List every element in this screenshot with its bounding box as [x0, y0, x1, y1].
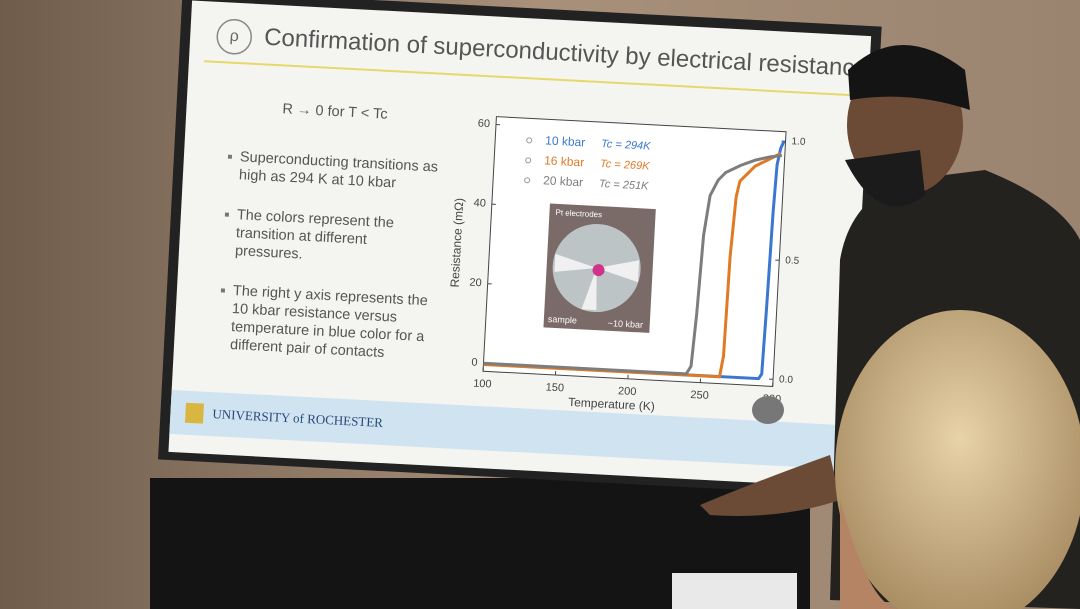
y2-tick-label: 0.0: [779, 374, 794, 386]
x-tick-label: 150: [545, 381, 564, 394]
bullet-dot: [227, 154, 233, 159]
footer-band: [169, 389, 851, 470]
title-rule: [203, 60, 869, 98]
legend-tc: Tc = 269K: [600, 158, 651, 173]
audience-face: [840, 500, 900, 609]
legend-tc: Tc = 251K: [599, 178, 650, 193]
y-tick-label: 40: [473, 197, 486, 210]
audience-head: [835, 310, 1080, 609]
series-line: [483, 154, 783, 376]
y-tick-label: 20: [469, 277, 482, 290]
legend-label: 10 kbar: [545, 133, 586, 149]
legend-label: 16 kbar: [544, 153, 585, 169]
legend-label: 20 kbar: [543, 173, 584, 189]
inset-label: Pt electrodes: [555, 208, 602, 219]
presenter-beard: [845, 150, 925, 207]
bullet-dot: [220, 288, 226, 293]
logo-circle: [216, 19, 252, 55]
presenter-hand: [700, 455, 840, 516]
microphone: [752, 396, 784, 424]
y2-tick-label: 1.0: [791, 136, 806, 148]
x-tick-label: 100: [473, 378, 492, 391]
footer-crest: [184, 402, 205, 424]
legend-marker: [524, 177, 531, 184]
legend-marker: [526, 137, 533, 144]
legend-marker: [525, 157, 532, 164]
logo: ρ: [229, 28, 239, 45]
y2-tick-label: 0.5: [785, 255, 800, 267]
presenter-hair: [848, 45, 970, 110]
series-line: [483, 152, 782, 379]
laptop: [672, 573, 797, 609]
inset-sample: [592, 264, 605, 277]
x-tick-label: 200: [618, 385, 637, 398]
x-axis-label: Temperature (K): [568, 395, 655, 414]
inset-electrodes: [554, 253, 640, 311]
y-axis-label: Resistance (mΩ): [448, 198, 467, 288]
bullet-dot: [224, 212, 230, 217]
condition: R → 0 for T < Tc: [282, 101, 388, 122]
legend-tc: Tc = 294K: [601, 138, 652, 153]
slide: ρ Confirmation of superconductivity by e…: [158, 0, 882, 496]
y-tick-label: 60: [477, 118, 490, 131]
inset-label: ~10 kbar: [608, 318, 644, 330]
inset-label: sample: [548, 314, 577, 326]
y-tick-label: 0: [471, 357, 478, 369]
x-tick-label: 250: [690, 389, 709, 402]
